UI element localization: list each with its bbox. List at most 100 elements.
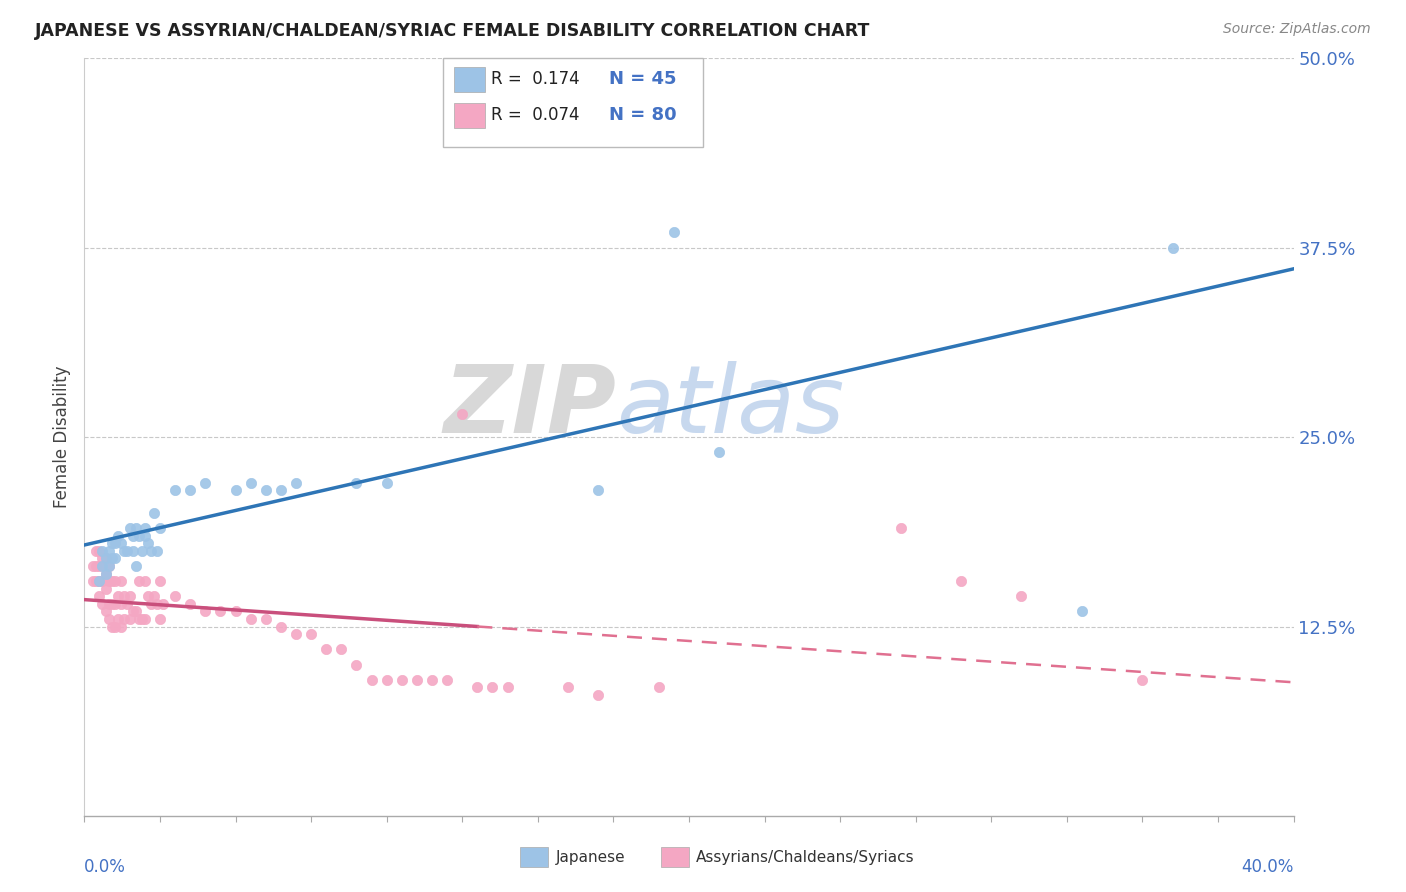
Point xyxy=(110,574,132,589)
Point xyxy=(104,536,127,550)
Point xyxy=(94,605,117,619)
Point xyxy=(139,543,162,558)
Text: ZIP: ZIP xyxy=(443,360,616,453)
Point xyxy=(149,574,172,589)
Point xyxy=(115,543,138,558)
Point xyxy=(125,521,148,535)
Point xyxy=(360,673,382,687)
Point xyxy=(94,551,117,566)
Point xyxy=(89,543,111,558)
Point xyxy=(165,590,187,604)
Point xyxy=(315,642,337,657)
Point xyxy=(375,673,398,687)
Point xyxy=(115,597,138,611)
Point xyxy=(346,475,368,490)
Point xyxy=(467,680,489,694)
Point xyxy=(1011,590,1033,604)
Point xyxy=(194,605,217,619)
Point xyxy=(94,551,117,566)
Point xyxy=(406,673,429,687)
Text: Japanese: Japanese xyxy=(555,850,626,864)
Point xyxy=(299,627,322,641)
Point xyxy=(107,590,129,604)
Point xyxy=(121,605,143,619)
Point xyxy=(391,673,413,687)
Point xyxy=(100,597,122,611)
Text: R =  0.174: R = 0.174 xyxy=(491,70,579,88)
Point xyxy=(557,680,579,694)
Point xyxy=(239,475,262,490)
Point xyxy=(89,558,111,573)
Point xyxy=(1130,673,1153,687)
Point xyxy=(709,445,731,459)
Point xyxy=(128,528,150,542)
Point xyxy=(91,551,114,566)
Point xyxy=(128,612,150,626)
Point xyxy=(134,521,156,535)
Point xyxy=(125,605,148,619)
Point xyxy=(89,574,111,589)
Point xyxy=(97,558,120,573)
Point xyxy=(118,590,141,604)
Point xyxy=(496,680,519,694)
Point xyxy=(270,619,292,633)
Point xyxy=(1161,240,1184,255)
Point xyxy=(118,612,141,626)
Point xyxy=(146,543,169,558)
Point xyxy=(890,521,912,535)
Point xyxy=(121,543,143,558)
Point xyxy=(100,536,122,550)
Point xyxy=(270,483,292,498)
Point xyxy=(107,612,129,626)
Point xyxy=(97,612,120,626)
Point xyxy=(100,551,122,566)
Point xyxy=(179,597,201,611)
Point xyxy=(104,574,127,589)
Point xyxy=(94,566,117,581)
Point xyxy=(481,680,503,694)
Point xyxy=(254,483,277,498)
Point xyxy=(91,597,114,611)
Point xyxy=(112,590,135,604)
Point xyxy=(110,597,132,611)
Point xyxy=(97,558,120,573)
Point xyxy=(239,612,262,626)
Point xyxy=(285,627,308,641)
Point xyxy=(149,521,172,535)
Point xyxy=(104,597,127,611)
Point xyxy=(139,597,162,611)
Point xyxy=(225,605,247,619)
Point xyxy=(375,475,398,490)
Text: JAPANESE VS ASSYRIAN/CHALDEAN/SYRIAC FEMALE DISABILITY CORRELATION CHART: JAPANESE VS ASSYRIAN/CHALDEAN/SYRIAC FEM… xyxy=(35,22,870,40)
Point xyxy=(110,619,132,633)
Point xyxy=(346,657,368,672)
Text: atlas: atlas xyxy=(616,361,845,452)
Point xyxy=(104,551,127,566)
Point xyxy=(149,612,172,626)
Point xyxy=(89,590,111,604)
Point xyxy=(165,483,187,498)
Point xyxy=(86,574,108,589)
Point xyxy=(152,597,174,611)
Point xyxy=(107,528,129,542)
Text: R =  0.074: R = 0.074 xyxy=(491,106,579,124)
Point xyxy=(451,407,474,421)
Point xyxy=(209,605,232,619)
Text: 40.0%: 40.0% xyxy=(1241,858,1294,876)
Point xyxy=(128,574,150,589)
Point xyxy=(134,612,156,626)
Point xyxy=(112,612,135,626)
Point xyxy=(91,558,114,573)
Point xyxy=(131,543,153,558)
Point xyxy=(1071,605,1094,619)
Point xyxy=(110,536,132,550)
Text: 0.0%: 0.0% xyxy=(84,858,127,876)
Point xyxy=(179,483,201,498)
Point xyxy=(136,590,159,604)
Point xyxy=(285,475,308,490)
Point xyxy=(82,574,104,589)
Point xyxy=(91,574,114,589)
Point xyxy=(142,590,165,604)
Point xyxy=(662,225,685,239)
Point xyxy=(104,619,127,633)
